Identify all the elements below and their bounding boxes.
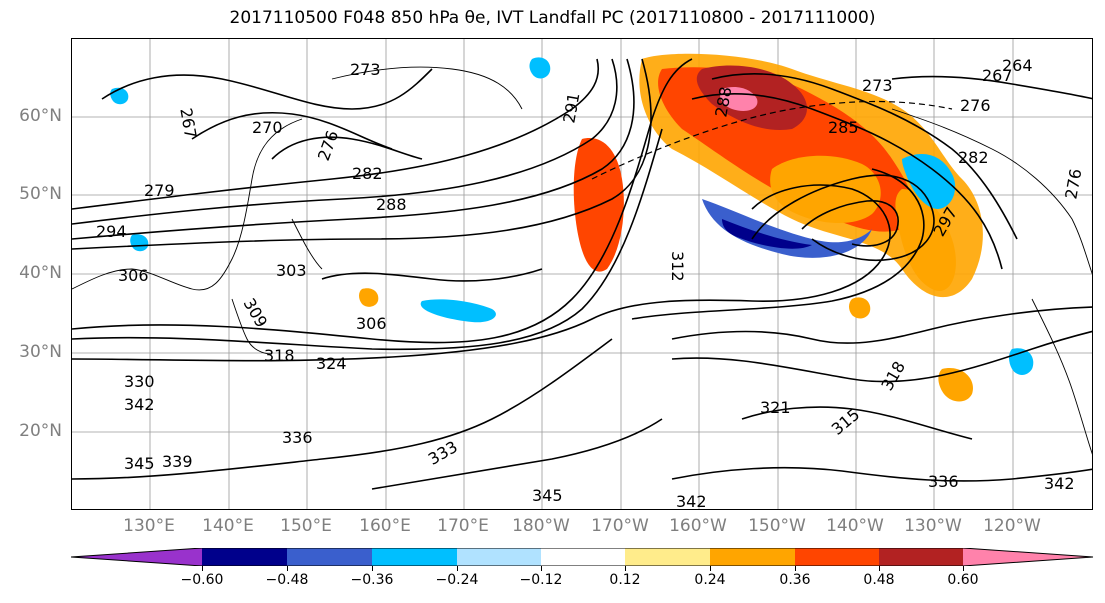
contour-label: 306 xyxy=(118,266,149,285)
lat-label-20n: 20°N xyxy=(19,421,62,441)
contour-label: 267 xyxy=(176,107,200,140)
colorbar-tickmark xyxy=(795,566,796,571)
lat-label-40n: 40°N xyxy=(19,263,62,283)
colorbar-tickmark xyxy=(879,566,880,571)
contour-label: 294 xyxy=(96,222,127,241)
contour-label: 288 xyxy=(376,195,407,214)
contour-label: 312 xyxy=(668,251,687,282)
contour-label: 273 xyxy=(862,76,893,95)
contour-label: 276 xyxy=(960,96,991,115)
colorbar-tick-label: −0.60 xyxy=(180,572,224,588)
contour-label: 309 xyxy=(240,295,272,331)
lon-label-120w: 120°W xyxy=(983,516,1041,536)
contour-label: 276 xyxy=(1061,167,1085,200)
contour-label: 273 xyxy=(350,60,381,79)
contour-label: 303 xyxy=(276,261,307,280)
lat-label-30n: 30°N xyxy=(19,342,62,362)
colorbar-tick-label: 0.60 xyxy=(947,572,979,588)
colorbar-tickmark xyxy=(710,566,711,571)
contour-label: 345 xyxy=(532,486,563,505)
lon-label-130e: 130°E xyxy=(123,516,175,536)
dashed-line xyxy=(591,100,953,180)
colorbar-segment xyxy=(625,548,710,566)
colorbar-tick-label: −0.12 xyxy=(519,572,563,588)
contour-label: 282 xyxy=(958,148,989,167)
contour-label: 267 xyxy=(982,66,1013,85)
colorbar-segment xyxy=(71,548,202,566)
lon-label-160e: 160°E xyxy=(359,516,411,536)
colorbar-tickmark xyxy=(202,566,203,571)
contour-label: 342 xyxy=(124,395,155,414)
contour-label: 306 xyxy=(356,314,387,333)
colorbar-segment xyxy=(710,548,795,566)
positive-shading xyxy=(359,53,983,402)
colorbar-tick-label: 0.48 xyxy=(863,572,895,588)
contour-label: 345 xyxy=(124,454,155,473)
contour-label: 324 xyxy=(316,354,347,373)
contour-label: 318 xyxy=(877,358,909,394)
colorbar-segment xyxy=(457,548,541,566)
contour-label: 339 xyxy=(162,452,193,471)
colorbar-segment xyxy=(372,548,457,566)
negative-shading xyxy=(110,57,1034,375)
lon-label-160w: 160°W xyxy=(669,516,727,536)
colorbar-tickmark xyxy=(625,566,626,571)
contour-label: 336 xyxy=(282,428,313,447)
colorbar-tickmark xyxy=(287,566,288,571)
colorbar-tick-label: 0.36 xyxy=(779,572,811,588)
lon-label-140w: 140°W xyxy=(826,516,884,536)
colorbar-tickmark xyxy=(457,566,458,571)
map-title: 2017110500 F048 850 hPa θe, IVT Landfall… xyxy=(229,8,876,28)
colorbar-segment xyxy=(795,548,879,566)
colorbar-segment xyxy=(963,548,1093,566)
colorbar-tickmark xyxy=(372,566,373,571)
colorbar-segment xyxy=(202,548,287,566)
contour-label: 342 xyxy=(676,492,707,510)
lon-label-150w: 150°W xyxy=(748,516,806,536)
colorbar xyxy=(71,548,1094,566)
map-canvas: 273 267 270 276 279 282 288 294 306 303 … xyxy=(72,39,1092,510)
colorbar-tick-label: 0.24 xyxy=(694,572,726,588)
lat-label-50n: 50°N xyxy=(19,184,62,204)
lon-label-180w: 180°W xyxy=(512,516,570,536)
lat-label-60n: 60°N xyxy=(19,106,62,126)
contour-label: 321 xyxy=(760,398,791,417)
contour-label: 285 xyxy=(828,118,859,137)
colorbar-tick-label: −0.48 xyxy=(265,572,309,588)
contour-label: 342 xyxy=(1044,474,1075,493)
map-panel: 273 267 270 276 279 282 288 294 306 303 … xyxy=(71,38,1093,510)
graticule xyxy=(72,39,1092,509)
colorbar-tickmark xyxy=(963,566,964,571)
contour-label: 279 xyxy=(144,181,175,200)
lon-label-150e: 150°E xyxy=(280,516,332,536)
contour-label: 282 xyxy=(352,164,383,183)
contour-label: 276 xyxy=(314,128,342,163)
colorbar-tick-label: 0.12 xyxy=(609,572,641,588)
contour-labels: 273 267 270 276 279 282 288 294 306 303 … xyxy=(96,56,1085,510)
lon-label-170e: 170°E xyxy=(437,516,489,536)
lon-label-130w: 130°W xyxy=(904,516,962,536)
contour-label: 330 xyxy=(124,372,155,391)
theta-e-contours xyxy=(72,58,1092,490)
colorbar-outline xyxy=(71,548,1094,566)
lon-label-170w: 170°W xyxy=(591,516,649,536)
colorbar-segment xyxy=(541,548,625,566)
contour-label: 318 xyxy=(264,346,295,365)
contour-label: 336 xyxy=(928,472,959,491)
colorbar-segment xyxy=(287,548,372,566)
colorbar-tick-label: −0.36 xyxy=(350,572,394,588)
contour-label: 270 xyxy=(252,118,283,137)
contour-label: 291 xyxy=(559,91,583,124)
lon-label-140e: 140°E xyxy=(202,516,254,536)
colorbar-tick-label: −0.24 xyxy=(435,572,479,588)
colorbar-tickmark xyxy=(541,566,542,571)
contour-label: 264 xyxy=(1002,56,1033,75)
coastlines xyxy=(72,66,1092,455)
colorbar-segment xyxy=(879,548,963,566)
